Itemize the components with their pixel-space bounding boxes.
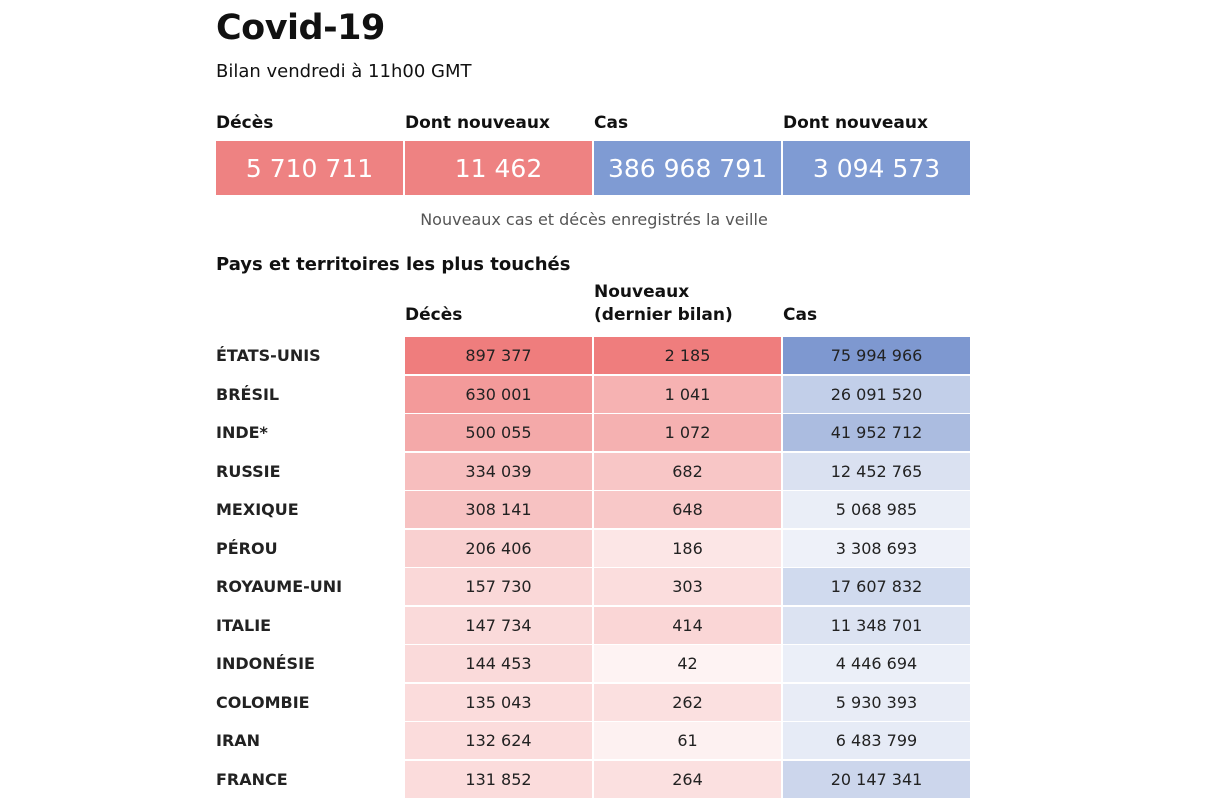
- deaths-cell: 500 055: [405, 414, 592, 451]
- new-cell: 1 041: [594, 375, 781, 413]
- summary-value-new-cases: 3 094 573: [783, 141, 970, 195]
- country-name: FRANCE: [216, 769, 288, 789]
- cases-cell: 4 446 694: [783, 645, 970, 682]
- summary-boxes: 5 710 711 11 462 386 968 791 3 094 573: [216, 141, 972, 195]
- column-header-new: Nouveaux (dernier bilan): [594, 281, 733, 327]
- table-row: BRÉSIL 630 001 1 041 26 091 520: [216, 375, 972, 414]
- country-name: INDE*: [216, 423, 268, 442]
- summary-label-cases: Cas: [594, 113, 629, 133]
- deaths-cell: 630 001: [405, 375, 592, 413]
- cases-cell: 11 348 701: [783, 606, 970, 644]
- deaths-cell: 157 730: [405, 568, 592, 605]
- new-cell: 186: [594, 529, 781, 567]
- table-row: ITALIE 147 734 414 11 348 701: [216, 606, 972, 645]
- new-cell: 303: [594, 568, 781, 605]
- summary-label-new-deaths: Dont nouveaux: [405, 113, 550, 133]
- covid-infographic: Covid-19 Bilan vendredi à 11h00 GMT Décè…: [216, 0, 976, 800]
- cases-cell: 5 068 985: [783, 491, 970, 528]
- table-row: PÉROU 206 406 186 3 308 693: [216, 529, 972, 568]
- deaths-cell: 132 624: [405, 722, 592, 759]
- summary-note: Nouveaux cas et décès enregistrés la vei…: [420, 210, 768, 229]
- country-name: COLOMBIE: [216, 692, 310, 712]
- new-cell: 682: [594, 452, 781, 490]
- column-header-cases: Cas: [783, 305, 818, 325]
- country-table: ÉTATS-UNIS 897 377 2 185 75 994 966 BRÉSIL 63…: [216, 337, 972, 799]
- country-name: IRAN: [216, 731, 261, 750]
- table-row: MEXIQUE 308 141 648 5 068 985: [216, 491, 972, 530]
- column-header-new-line1: Nouveaux: [594, 282, 690, 302]
- new-cell: 2 185: [594, 337, 781, 374]
- new-cell: 42: [594, 645, 781, 682]
- new-cell: 414: [594, 606, 781, 644]
- page-title: Covid-19: [216, 8, 385, 48]
- country-name: PÉROU: [216, 538, 278, 558]
- cases-cell: 6 483 799: [783, 722, 970, 759]
- deaths-cell: 897 377: [405, 337, 592, 374]
- deaths-cell: 206 406: [405, 529, 592, 567]
- deaths-cell: 135 043: [405, 683, 592, 721]
- cases-cell: 20 147 341: [783, 760, 970, 798]
- summary-value-deaths: 5 710 711: [216, 141, 403, 195]
- country-name: ROYAUME-UNI: [216, 577, 343, 596]
- column-header-new-line2: (dernier bilan): [594, 305, 733, 325]
- deaths-cell: 147 734: [405, 606, 592, 644]
- deaths-cell: 308 141: [405, 491, 592, 528]
- cases-cell: 41 952 712: [783, 414, 970, 451]
- table-row: INDONÉSIE 144 453 42 4 446 694: [216, 645, 972, 684]
- country-name: BRÉSIL: [216, 384, 280, 404]
- cases-cell: 75 994 966: [783, 337, 970, 374]
- summary-label-new-cases: Dont nouveaux: [783, 113, 928, 133]
- cases-cell: 26 091 520: [783, 375, 970, 413]
- deaths-cell: 144 453: [405, 645, 592, 682]
- summary-value-cases: 386 968 791: [594, 141, 781, 195]
- cases-cell: 3 308 693: [783, 529, 970, 567]
- deaths-cell: 131 852: [405, 760, 592, 798]
- new-cell: 648: [594, 491, 781, 528]
- table-row: ÉTATS-UNIS 897 377 2 185 75 994 966: [216, 337, 972, 376]
- table-row: IRAN 132 624 61 6 483 799: [216, 722, 972, 761]
- summary-label-deaths: Décès: [216, 113, 274, 133]
- country-name: ITALIE: [216, 615, 272, 635]
- page-subtitle: Bilan vendredi à 11h00 GMT: [216, 61, 472, 82]
- table-row: RUSSIE 334 039 682 12 452 765: [216, 452, 972, 491]
- summary-value-new-deaths: 11 462: [405, 141, 592, 195]
- country-name: INDONÉSIE: [216, 654, 315, 673]
- new-cell: 262: [594, 683, 781, 721]
- table-row: FRANCE 131 852 264 20 147 341: [216, 760, 972, 799]
- section-title: Pays et territoires les plus touchés: [216, 254, 571, 275]
- summary-labels: Décès Dont nouveaux Cas Dont nouveaux: [216, 113, 972, 137]
- country-name: ÉTATS-UNIS: [216, 346, 321, 365]
- deaths-cell: 334 039: [405, 452, 592, 490]
- table-row: INDE* 500 055 1 072 41 952 712: [216, 414, 972, 453]
- cases-cell: 5 930 393: [783, 683, 970, 721]
- table-row: ROYAUME-UNI 157 730 303 17 607 832: [216, 568, 972, 607]
- table-row: COLOMBIE 135 043 262 5 930 393: [216, 683, 972, 722]
- cases-cell: 12 452 765: [783, 452, 970, 490]
- cases-cell: 17 607 832: [783, 568, 970, 605]
- new-cell: 264: [594, 760, 781, 798]
- country-name: RUSSIE: [216, 461, 281, 481]
- column-header-deaths: Décès: [405, 305, 463, 325]
- new-cell: 61: [594, 722, 781, 759]
- new-cell: 1 072: [594, 414, 781, 451]
- country-name: MEXIQUE: [216, 500, 299, 519]
